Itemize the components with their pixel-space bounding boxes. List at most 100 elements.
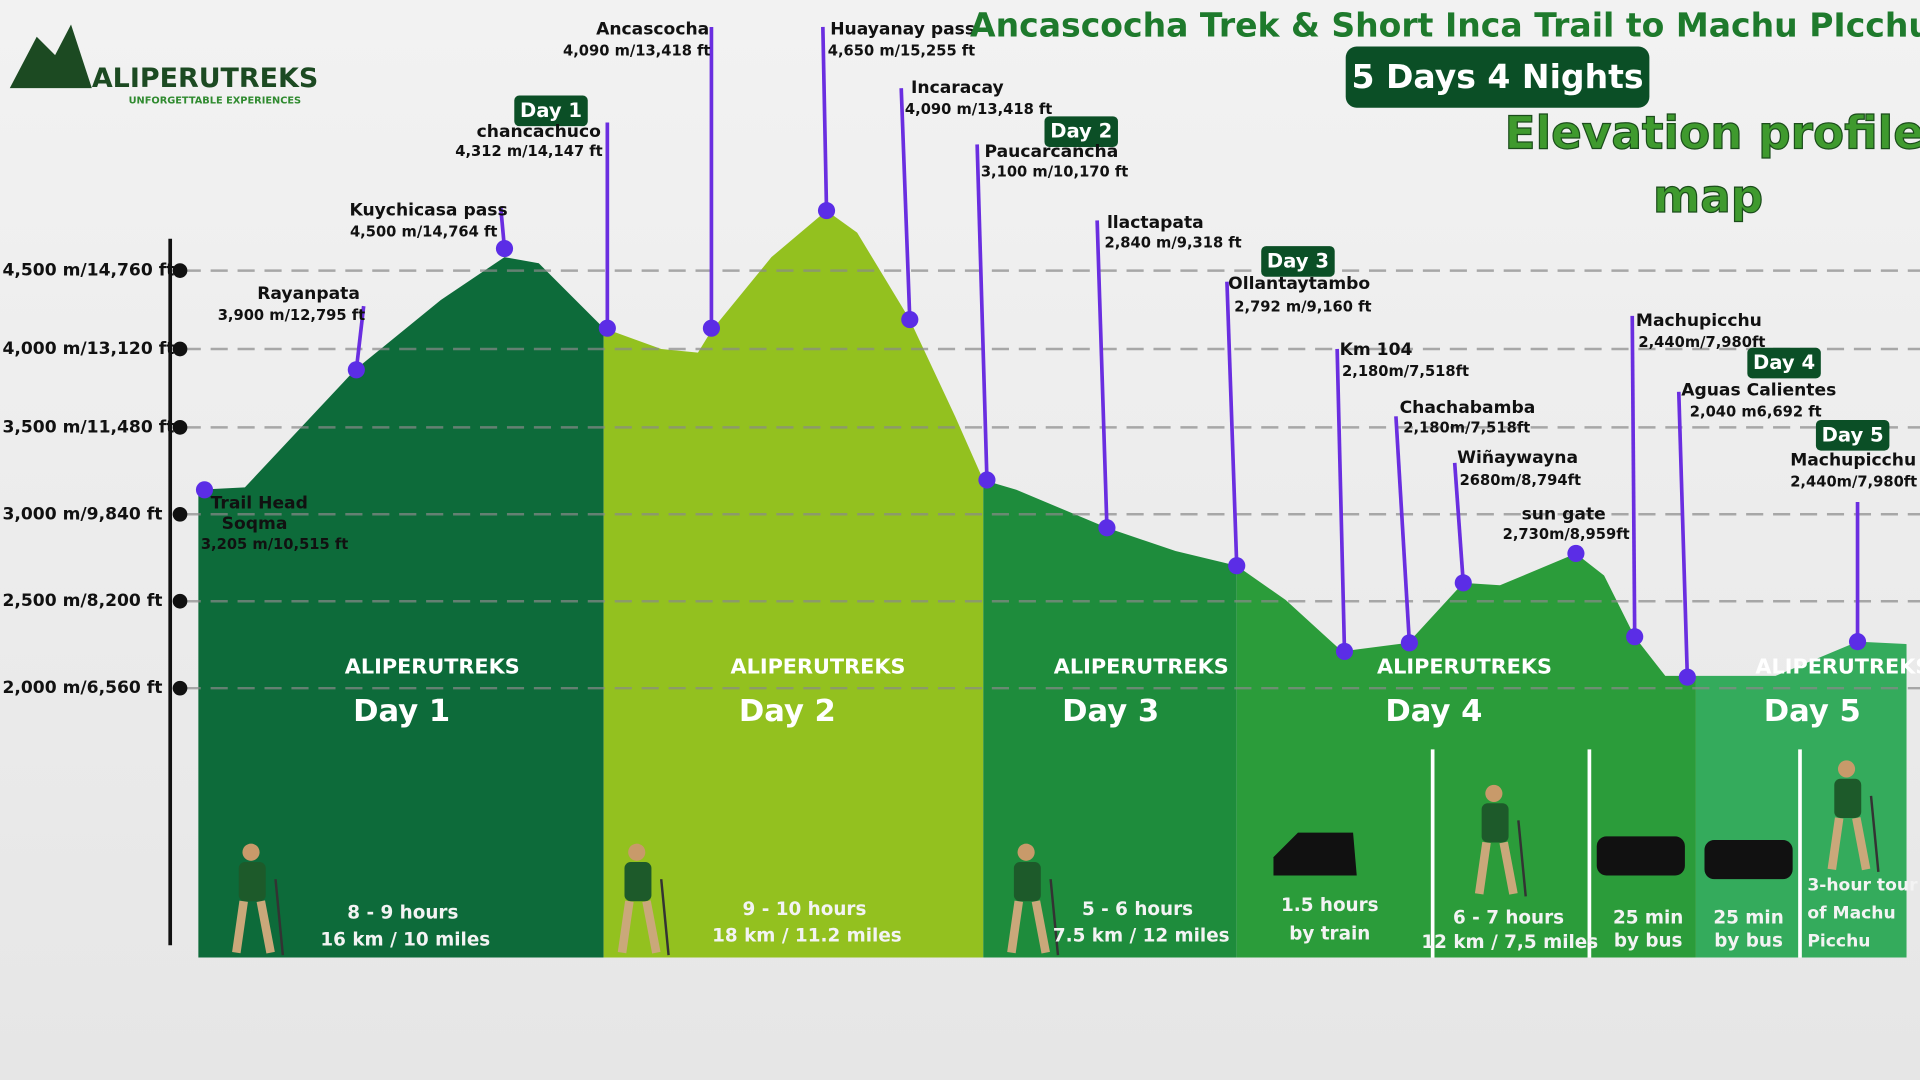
axis-label: 3,500 m/11,480 ft xyxy=(2,417,174,437)
segment-text: 3-hour tour xyxy=(1807,875,1918,895)
segment-text: 1.5 hours xyxy=(1281,895,1379,916)
waypoint-dot xyxy=(1335,642,1354,660)
waypoint-label: 2680m/8,794ft xyxy=(1460,472,1581,489)
waypoint-line xyxy=(1095,220,1109,528)
watermark-logo: ALIPERUTREKS xyxy=(1054,654,1229,678)
logo-icon xyxy=(9,24,92,89)
hiker-icon xyxy=(1013,862,1041,902)
day-badge-bg xyxy=(1261,246,1335,277)
watermark-logo: ALIPERUTREKS xyxy=(345,654,520,678)
hiker-icon xyxy=(1834,778,1862,818)
waypoint-label: 4,650 m/15,255 ft xyxy=(828,42,975,59)
hiker-icon xyxy=(1481,803,1509,843)
segment-text: 12 km / 7,5 miles xyxy=(1421,932,1598,953)
waypoint-label: Wiñaywayna xyxy=(1457,448,1578,468)
waypoint-line xyxy=(975,144,989,481)
waypoint-label: Trail Head xyxy=(211,493,308,513)
waypoint-label: 4,312 m/14,147 ft xyxy=(455,143,602,160)
waypoint-label: 3,900 m/12,795 ft xyxy=(218,307,365,324)
axis-label: 3,000 m/9,840 ft xyxy=(2,504,162,524)
waypoint-dot xyxy=(1678,668,1696,686)
hiker-icon xyxy=(238,862,266,902)
terrain-section xyxy=(198,257,604,958)
axis-label: 2,500 m/8,200 ft xyxy=(2,591,162,611)
waypoint-line xyxy=(899,88,912,320)
waypoint-label: Kuychicasa pass xyxy=(349,201,507,221)
waypoint-label: 2,180m/7,518ft xyxy=(1403,420,1530,437)
terrain-section xyxy=(983,480,1237,958)
waypoint-label: 2,840 m/9,318 ft xyxy=(1104,235,1241,252)
waypoint-dot xyxy=(1098,519,1116,537)
day-badge-bg xyxy=(1747,347,1821,379)
hiker-icon xyxy=(628,843,646,861)
waypoint-dot xyxy=(817,202,836,220)
axis-label: 2,000 m/6,560 ft xyxy=(2,678,162,698)
segment-text: 8 - 9 hours xyxy=(347,902,458,923)
waypoint-label: Ollantaytambo xyxy=(1228,274,1370,294)
day-label: Day 5 xyxy=(1764,694,1861,729)
waypoint-dot xyxy=(1626,628,1644,646)
terrain-section xyxy=(603,210,984,958)
hiker-icon xyxy=(1017,843,1035,861)
tick-dot xyxy=(172,506,188,522)
waypoint-label: 2,440m/7,980ft xyxy=(1638,334,1765,351)
hiker-icon xyxy=(1837,760,1856,778)
waypoint-dot xyxy=(702,319,720,337)
day-badge: Day 5 xyxy=(1822,423,1884,446)
waypoint-dot xyxy=(901,311,919,329)
hiker-icon xyxy=(1049,879,1060,956)
waypoint-line xyxy=(1452,462,1466,583)
waypoint-label: 2,040 m6,692 ft xyxy=(1690,404,1822,421)
waypoint-label: 4,500 m/14,764 ft xyxy=(350,224,497,241)
bus-icon xyxy=(1704,840,1793,880)
waypoint-line xyxy=(1394,416,1412,643)
logo-tagline: UNFORGETTABLE EXPERIENCES xyxy=(129,95,302,106)
waypoint-line xyxy=(821,26,829,211)
heading: map xyxy=(1653,170,1763,223)
day-label: Day 3 xyxy=(1062,694,1159,729)
waypoint-label: Incaracay xyxy=(911,78,1004,98)
waypoint-label: Paucarcancha xyxy=(984,142,1118,162)
waypoint-label: Machupicchu xyxy=(1790,450,1916,470)
day-label: Day 4 xyxy=(1385,694,1482,729)
segment-text: 9 - 10 hours xyxy=(743,899,867,920)
waypoint-label: Km 104 xyxy=(1340,340,1413,360)
waypoint-label: Soqma xyxy=(222,514,288,534)
segment-text: 25 min xyxy=(1713,907,1783,928)
day-badge: Day 2 xyxy=(1050,120,1112,143)
day-badge-bg xyxy=(1815,420,1890,451)
waypoint-dot xyxy=(978,471,996,489)
waypoint-dot xyxy=(347,361,365,379)
hiker-icon xyxy=(624,862,652,902)
hiker-icon xyxy=(1869,795,1880,872)
waypoint-label: 2,440m/7,980ft xyxy=(1790,473,1917,490)
waypoint-line xyxy=(1335,348,1347,652)
waypoint-label: Rayanpata xyxy=(257,284,360,304)
day-label: Day 2 xyxy=(739,694,836,729)
hiker-icon xyxy=(274,879,285,956)
segment-text: 25 min xyxy=(1613,907,1683,928)
waypoint-dot xyxy=(1848,633,1867,651)
hiker-icon xyxy=(617,900,661,954)
hiker-icon xyxy=(1485,784,1503,803)
hiker-icon xyxy=(1474,841,1518,895)
waypoint-label: Ancascocha xyxy=(596,19,709,39)
day-badge: Day 4 xyxy=(1753,351,1815,374)
waypoint-label: sun gate xyxy=(1522,504,1606,524)
tick-dot xyxy=(172,680,188,696)
watermark-logo: ALIPERUTREKS xyxy=(1755,654,1920,678)
hiker-icon xyxy=(1517,820,1527,897)
waypoint-label: chancachuco xyxy=(477,122,601,142)
waypoint-label: 2,730m/8,959ft xyxy=(1503,526,1630,543)
logo: ALIPERUTREKS UNFORGETTABLE EXPERIENCES xyxy=(9,24,318,106)
segment-text: 18 km / 11.2 miles xyxy=(712,926,902,947)
segment-text: 16 km / 10 miles xyxy=(320,929,490,950)
watermark-logo: ALIPERUTREKS xyxy=(1377,654,1552,678)
waypoint-dot xyxy=(1400,634,1418,652)
waypoint-line xyxy=(354,305,366,371)
segment-text: by train xyxy=(1289,923,1370,944)
waypoint-label: Machupicchu xyxy=(1636,311,1762,331)
waypoint-label: Chachabamba xyxy=(1400,398,1536,418)
waypoint-line xyxy=(1225,281,1239,566)
